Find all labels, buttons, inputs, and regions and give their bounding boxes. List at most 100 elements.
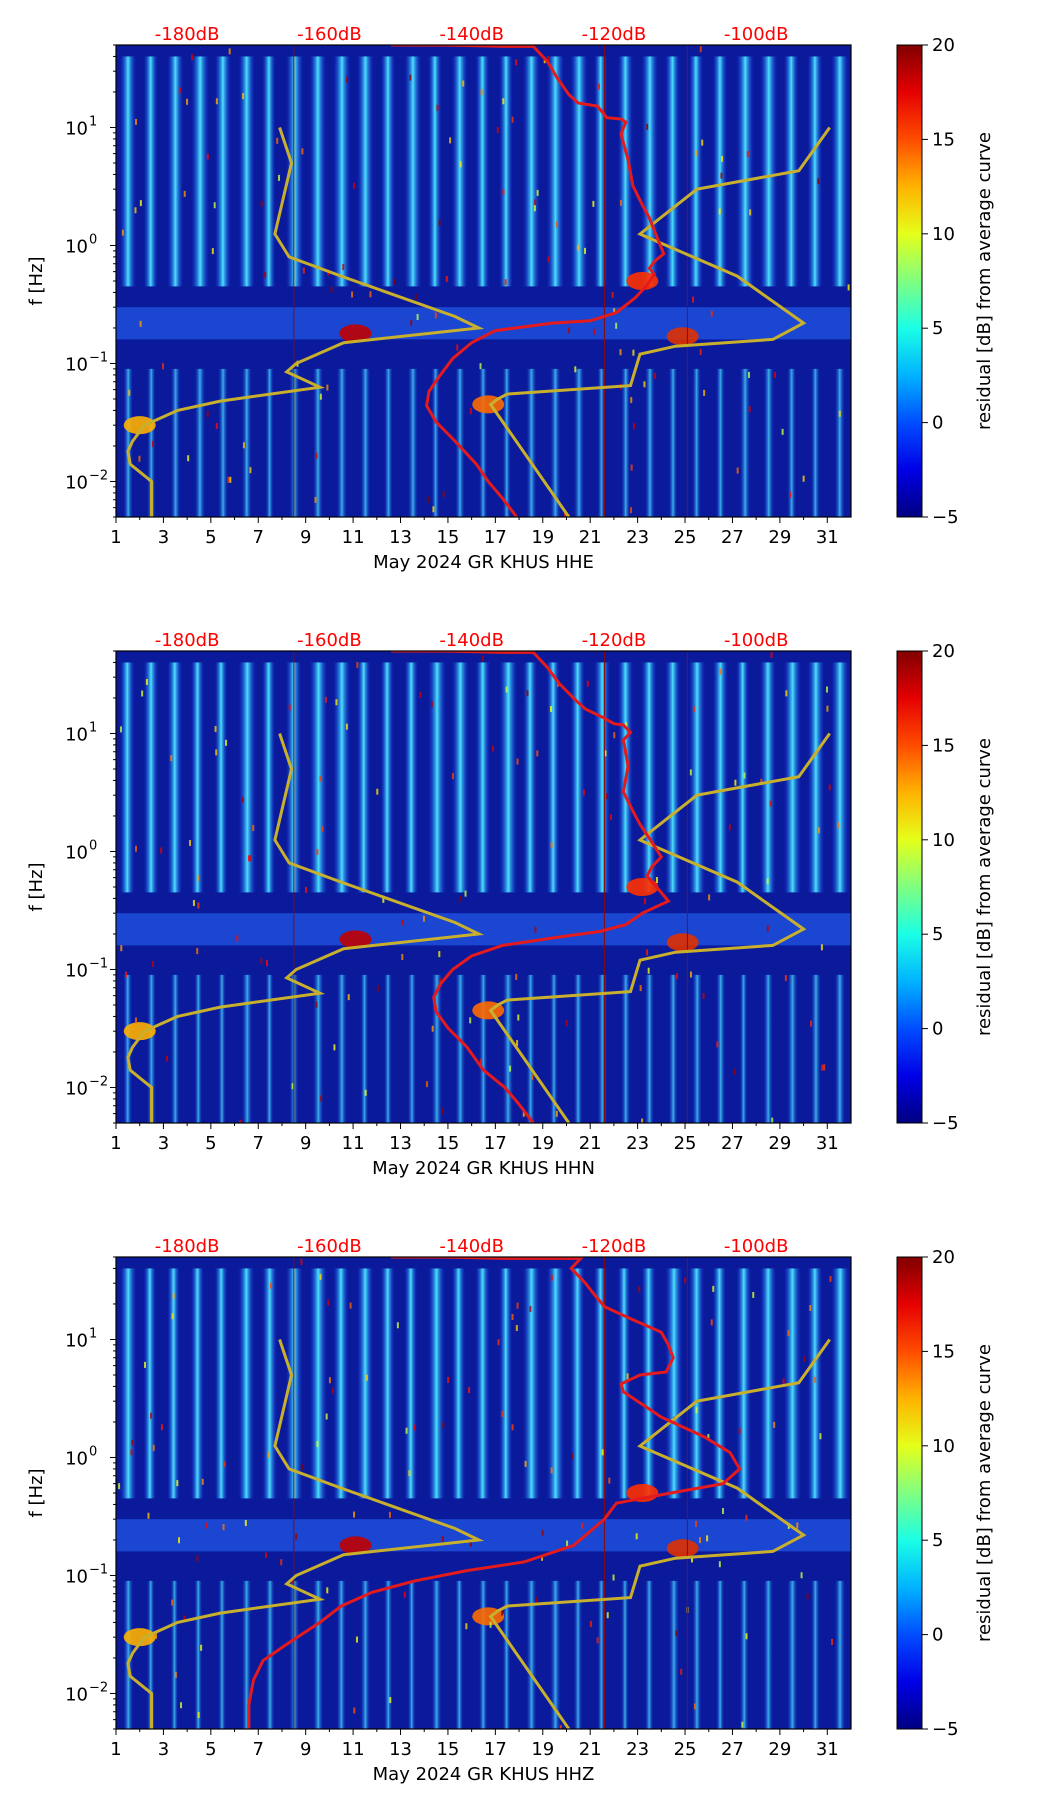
speckle xyxy=(626,1373,629,1380)
speckle xyxy=(426,496,429,503)
day-band-low xyxy=(265,368,274,517)
day-band-low xyxy=(146,1580,155,1729)
y-tick-label: 10 xyxy=(65,236,88,257)
day-band-low xyxy=(360,974,369,1123)
speckle xyxy=(330,286,333,293)
colorbar-tick-label: −5 xyxy=(932,507,959,528)
speckle xyxy=(401,953,404,960)
colorbar-tick-label: 0 xyxy=(932,1625,943,1646)
speckle xyxy=(301,148,304,155)
speckle xyxy=(445,275,448,282)
day-band xyxy=(332,662,351,893)
speckle xyxy=(745,1633,748,1640)
x-tick-label: 31 xyxy=(816,1739,839,1760)
microseism-band xyxy=(116,913,851,946)
x-tick-label: 5 xyxy=(205,1739,216,1760)
speckle xyxy=(566,1540,569,1547)
day-band xyxy=(664,1268,684,1499)
speckle xyxy=(733,1068,736,1075)
speckle xyxy=(571,1453,574,1460)
day-band xyxy=(285,56,304,287)
x-tick-label: 31 xyxy=(816,527,839,548)
speckle xyxy=(710,310,713,317)
speckle xyxy=(630,397,633,404)
day-band xyxy=(830,1268,850,1499)
hot-spot xyxy=(123,1022,156,1041)
speckle xyxy=(351,291,354,298)
speckle xyxy=(684,1277,687,1284)
x-axis-label: May 2024 GR KHUS HHN xyxy=(372,1158,595,1179)
speckle xyxy=(701,139,704,146)
day-band-low xyxy=(763,974,774,1123)
day-band xyxy=(830,662,850,893)
speckle xyxy=(745,1514,748,1521)
colorbar xyxy=(896,650,923,1124)
hot-spot xyxy=(666,327,699,346)
speckle xyxy=(130,1449,133,1456)
speckle xyxy=(459,161,462,168)
speckle xyxy=(533,205,536,212)
speckle xyxy=(242,442,245,449)
day-band xyxy=(427,56,442,287)
speckle xyxy=(555,221,558,228)
speckle xyxy=(170,755,173,762)
speckle xyxy=(592,328,595,335)
colorbar-tick-label: 5 xyxy=(932,1530,943,1551)
day-band xyxy=(570,1268,585,1499)
speckle xyxy=(690,1556,693,1563)
day-band-low xyxy=(194,1580,203,1729)
day-band xyxy=(356,662,371,893)
x-tick-label: 23 xyxy=(626,1739,649,1760)
day-band-low xyxy=(597,368,606,517)
speckle xyxy=(342,264,345,271)
day-band-low xyxy=(549,974,559,1123)
day-band xyxy=(546,1268,565,1499)
hot-spot xyxy=(123,1628,156,1647)
speckle xyxy=(135,1017,138,1024)
x-tick-label: 11 xyxy=(342,1739,365,1760)
day-band xyxy=(664,56,681,287)
speckle xyxy=(325,1413,328,1420)
speckle xyxy=(589,1621,592,1628)
day-band-low xyxy=(431,368,440,517)
day-band xyxy=(712,662,729,893)
speckle xyxy=(734,779,737,786)
day-band-low xyxy=(336,1580,347,1729)
speckle xyxy=(143,1361,146,1368)
speckle xyxy=(295,1533,298,1540)
day-band xyxy=(688,1268,705,1499)
speckle xyxy=(451,773,454,780)
speckle xyxy=(632,349,635,356)
speckle xyxy=(355,1636,358,1643)
day-band xyxy=(119,1268,137,1499)
x-tick-label: 7 xyxy=(253,1133,264,1154)
day-band-low xyxy=(549,368,561,517)
speckle xyxy=(643,898,646,905)
day-band xyxy=(807,662,825,893)
speckle xyxy=(327,1299,330,1306)
colorbar-tick-label: 10 xyxy=(932,224,955,245)
speckle xyxy=(515,973,518,980)
speckle xyxy=(501,1609,504,1616)
speckle xyxy=(641,1118,644,1123)
x-tick-label: 25 xyxy=(674,527,697,548)
x-tick-label: 23 xyxy=(626,1133,649,1154)
day-band-low xyxy=(478,368,488,517)
speckle xyxy=(436,104,439,111)
speckle xyxy=(654,373,657,380)
speckle xyxy=(511,116,514,123)
day-band xyxy=(356,56,375,287)
speckle xyxy=(609,814,612,821)
speckle xyxy=(810,1020,813,1027)
y-tick-exponent: 0 xyxy=(89,232,97,247)
db-scale-label: -180dB xyxy=(155,1236,220,1257)
speckle xyxy=(227,476,230,483)
day-band-low xyxy=(455,1580,464,1729)
day-band-low xyxy=(170,368,181,517)
speckle xyxy=(409,74,412,81)
speckle xyxy=(413,1424,416,1431)
speckle xyxy=(736,467,739,474)
day-band xyxy=(214,56,232,287)
colorbar-tick-label: 5 xyxy=(932,318,943,339)
day-band xyxy=(261,662,276,893)
